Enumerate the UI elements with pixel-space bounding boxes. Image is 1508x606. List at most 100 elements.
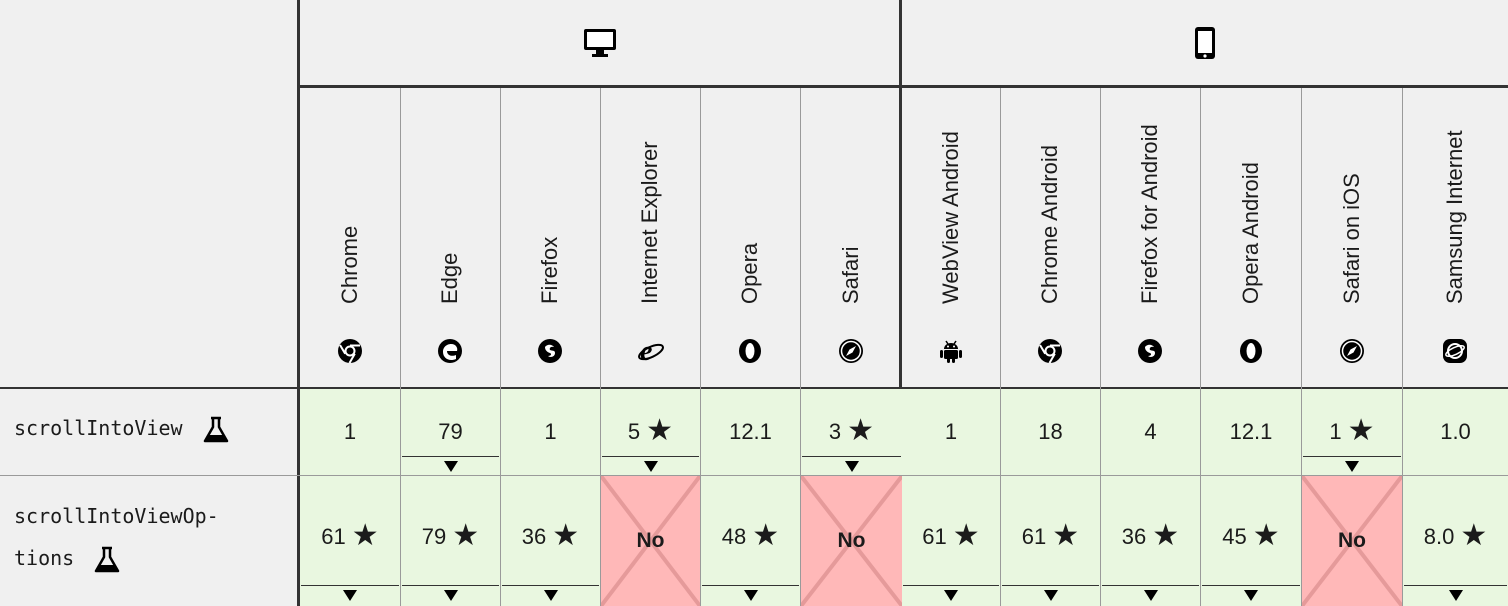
chrome-icon bbox=[1037, 338, 1063, 364]
note-star-icon: ★ bbox=[1152, 519, 1180, 552]
expand-toggle-icon[interactable] bbox=[1143, 590, 1158, 601]
support-cell[interactable]: 4 bbox=[1101, 389, 1200, 475]
column-divider bbox=[500, 88, 501, 606]
expand-toggle-icon[interactable] bbox=[944, 590, 958, 601]
expand-toggle-icon[interactable] bbox=[743, 590, 758, 601]
version-value: 12.1 bbox=[729, 419, 772, 444]
expand-toggle-icon[interactable] bbox=[443, 590, 458, 601]
safari-icon bbox=[1339, 338, 1365, 364]
column-divider bbox=[1301, 88, 1302, 606]
no-support-cross-icon bbox=[801, 476, 902, 606]
samsung-internet-icon bbox=[1442, 338, 1468, 364]
column-header-internet-explorer: Internet Explorer e bbox=[600, 88, 700, 388]
version-value: 1 bbox=[1329, 419, 1342, 444]
version-value: 45 bbox=[1222, 524, 1247, 549]
experimental-flask-icon bbox=[95, 546, 120, 572]
column-header-firefox-for-android: Firefox for Android bbox=[1100, 88, 1200, 388]
internet-explorer-icon: e bbox=[637, 336, 664, 367]
column-header-opera-android: Opera Android bbox=[1200, 88, 1301, 388]
browser-name: Opera Android bbox=[1237, 162, 1263, 304]
expand-toggle-icon[interactable] bbox=[1448, 590, 1463, 601]
opera-icon bbox=[737, 338, 763, 364]
support-cell[interactable]: 5 ★ bbox=[601, 389, 700, 475]
no-support-label: No bbox=[636, 529, 665, 552]
support-cell[interactable]: 1 ★ bbox=[1302, 389, 1402, 475]
no-support-cross-icon bbox=[601, 476, 700, 606]
header-bottom-border bbox=[0, 387, 1508, 389]
support-cell[interactable]: 1.0 bbox=[1403, 389, 1508, 475]
expand-divider bbox=[802, 456, 901, 457]
support-cell[interactable]: 12.1 bbox=[701, 389, 800, 475]
support-cell[interactable]: 18 bbox=[1001, 389, 1100, 475]
support-cell[interactable]: 61 ★ bbox=[902, 476, 1000, 606]
note-star-icon: ★ bbox=[1347, 414, 1375, 447]
browser-name: Chrome bbox=[337, 225, 362, 304]
expand-toggle-icon[interactable] bbox=[643, 461, 658, 472]
version-value: 61 bbox=[321, 524, 346, 549]
version-value: 79 bbox=[438, 419, 463, 444]
column-divider bbox=[800, 88, 801, 606]
note-star-icon: ★ bbox=[1052, 519, 1080, 552]
expand-divider bbox=[402, 585, 499, 586]
support-cell[interactable]: 79 ★ bbox=[401, 476, 500, 606]
expand-toggle-icon[interactable] bbox=[443, 461, 458, 472]
support-cell[interactable]: No bbox=[601, 476, 700, 606]
support-cell[interactable]: 48 ★ bbox=[701, 476, 800, 606]
column-header-safari: Safari bbox=[800, 88, 902, 388]
support-cell[interactable]: 12.1 bbox=[1201, 389, 1301, 475]
column-header-webview-android: WebView Android bbox=[902, 88, 1000, 388]
support-cell[interactable]: 1 bbox=[300, 389, 400, 475]
expand-toggle-icon[interactable] bbox=[844, 461, 859, 472]
android-icon bbox=[938, 338, 964, 364]
support-cell[interactable]: 36 ★ bbox=[1101, 476, 1200, 606]
support-cell[interactable]: 1 bbox=[902, 389, 1000, 475]
firefox-icon bbox=[537, 338, 563, 364]
column-divider bbox=[1402, 88, 1403, 606]
expand-divider bbox=[502, 585, 599, 586]
version-value: 12.1 bbox=[1229, 419, 1273, 444]
expand-toggle-icon[interactable] bbox=[1345, 461, 1359, 472]
browser-name: Firefox for Android bbox=[1137, 124, 1162, 304]
support-cell[interactable]: No bbox=[1302, 476, 1402, 606]
version-value: 18 bbox=[1038, 419, 1063, 444]
no-support-label: No bbox=[1338, 529, 1366, 552]
note-star-icon: ★ bbox=[847, 414, 875, 447]
support-cell[interactable]: 61 ★ bbox=[300, 476, 400, 606]
expand-toggle-icon[interactable] bbox=[1043, 590, 1058, 601]
feature-name: scrollIntoView bbox=[14, 416, 183, 440]
chrome-icon bbox=[337, 338, 363, 364]
support-cell[interactable]: 36 ★ bbox=[501, 476, 600, 606]
support-cell[interactable]: 79 bbox=[401, 389, 500, 475]
support-cell[interactable]: 8.0 ★ bbox=[1403, 476, 1508, 606]
note-star-icon: ★ bbox=[351, 519, 379, 552]
version-value: 5 bbox=[627, 419, 641, 444]
note-star-icon: ★ bbox=[552, 519, 580, 552]
version-value: 1 bbox=[343, 419, 357, 444]
version-value: 48 bbox=[721, 524, 747, 549]
version-value: 79 bbox=[421, 524, 447, 549]
note-star-icon: ★ bbox=[1460, 519, 1488, 552]
column-divider bbox=[600, 88, 601, 606]
feature-name-line-2: tions bbox=[14, 546, 75, 570]
expand-toggle-icon[interactable] bbox=[1244, 590, 1258, 601]
expand-toggle-icon[interactable] bbox=[343, 590, 357, 601]
expand-divider bbox=[1404, 585, 1507, 586]
column-header-samsung-internet: Samsung Internet bbox=[1402, 88, 1508, 388]
version-value: 1 bbox=[944, 419, 958, 444]
support-cell[interactable]: 1 bbox=[501, 389, 600, 475]
table-left-border bbox=[297, 0, 300, 606]
support-cell[interactable]: 61 ★ bbox=[1001, 476, 1100, 606]
note-star-icon: ★ bbox=[952, 519, 980, 552]
support-cell[interactable]: No bbox=[801, 476, 902, 606]
expand-toggle-icon[interactable] bbox=[543, 590, 558, 601]
desktop-group-header bbox=[300, 0, 899, 86]
expand-divider bbox=[1303, 456, 1401, 457]
version-value: 61 bbox=[922, 524, 947, 549]
note-star-icon: ★ bbox=[752, 519, 780, 552]
column-divider bbox=[400, 88, 401, 606]
support-cell[interactable]: 3 ★ bbox=[801, 389, 902, 475]
expand-divider bbox=[1202, 585, 1300, 586]
feature-label-scrollintoviewoptions[interactable]: scrollIntoViewOp- tions bbox=[0, 495, 298, 585]
feature-label-scrollintoview[interactable]: scrollIntoView bbox=[0, 410, 298, 450]
support-cell[interactable]: 45 ★ bbox=[1201, 476, 1301, 606]
